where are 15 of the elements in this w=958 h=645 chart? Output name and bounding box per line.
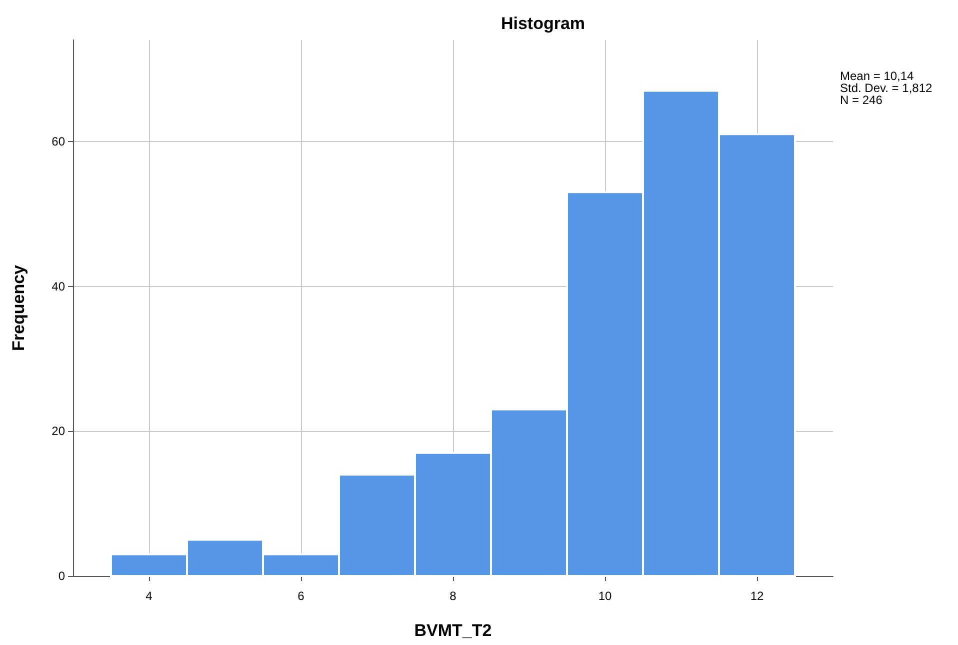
x-tick-label: 4 (146, 589, 153, 603)
x-axis-title: BVMT_T2 (414, 621, 492, 640)
y-axis-title: Frequency (9, 264, 28, 351)
y-tick-label: 40 (52, 279, 66, 294)
chart-title: Histogram (500, 14, 586, 33)
x-tick-label: 6 (298, 589, 305, 603)
y-tick-label: 0 (58, 569, 66, 583)
x-tick-label: 8 (450, 589, 457, 603)
y-tick-label: 60 (52, 134, 66, 148)
text: Mean = 10,14 (840, 69, 914, 83)
y-tick-label: 20 (52, 424, 66, 438)
x-tick-label: 12 (750, 589, 764, 603)
x-tick-label: 10 (598, 589, 612, 603)
text: N = 246 (840, 93, 883, 107)
text: Std. Dev. = 1,812 (840, 81, 932, 95)
